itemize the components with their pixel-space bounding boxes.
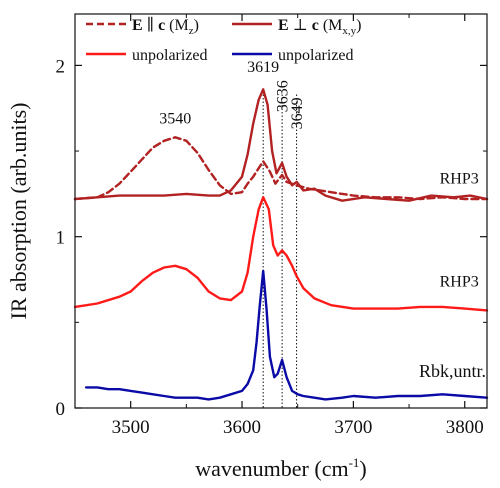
legend-label-rbk: unpolarized bbox=[278, 47, 354, 64]
y-tick-label: 2 bbox=[56, 56, 66, 77]
series-line-mz bbox=[73, 136, 489, 201]
legend-label-rhp3_unpol: unpolarized bbox=[132, 47, 208, 64]
legend: E ∥ c (Mz) E ⊥ c (Mx,y) unpolarized unpolar… bbox=[86, 16, 361, 64]
annotation-label: 3649 bbox=[289, 97, 306, 129]
annotation-label: Rbk,untr. bbox=[419, 361, 486, 381]
annotation-label: 3619 bbox=[247, 59, 279, 76]
x-axis-label-text: wavenumber (cm bbox=[195, 456, 348, 481]
annotation-label: 3636 bbox=[275, 80, 292, 112]
x-axis-label-superscript: -1 bbox=[349, 455, 360, 470]
x-tick-label: 3500 bbox=[112, 417, 150, 438]
series-line-rbk bbox=[84, 269, 489, 401]
series-line-rhp3_unpol bbox=[73, 196, 489, 312]
x-axis-label-end: ) bbox=[359, 456, 366, 481]
axis-ticks: 3500 3600 3700 3800 0 1 2 bbox=[56, 14, 487, 438]
x-tick-label: 3700 bbox=[334, 417, 372, 438]
series-lines bbox=[73, 88, 489, 401]
y-axis-label: IR absorption (arb.units) bbox=[6, 103, 31, 320]
legend-label-mxy: E ⊥ c (Mx,y) bbox=[278, 17, 361, 37]
annotation-label: 3540 bbox=[159, 111, 191, 128]
x-tick-label: 3800 bbox=[446, 417, 484, 438]
plot-frame bbox=[74, 13, 488, 409]
annotation-label: RHP3 bbox=[440, 171, 479, 188]
series-line-mxy bbox=[73, 88, 489, 202]
x-axis-label: wavenumber (cm-1) bbox=[195, 455, 367, 481]
x-tick-label: 3600 bbox=[223, 417, 261, 438]
legend-label-mz: E ∥ c (Mz) bbox=[132, 16, 199, 37]
y-tick-label: 0 bbox=[56, 399, 66, 420]
y-tick-label: 1 bbox=[56, 228, 66, 249]
annotation-label: RHP3 bbox=[440, 273, 479, 290]
